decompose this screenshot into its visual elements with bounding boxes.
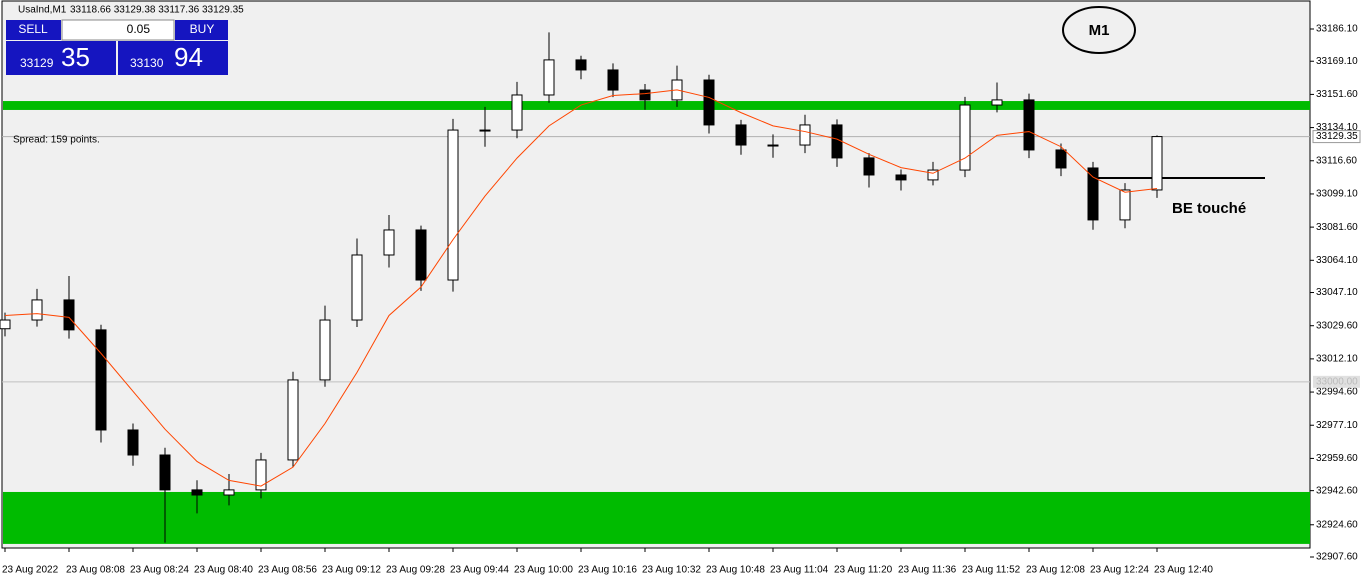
candle-body (127, 429, 139, 456)
candle-body (767, 144, 779, 147)
x-tick-label: 23 Aug 10:16 (578, 565, 637, 576)
y-tick-label: 32942.60 (1316, 485, 1358, 496)
sell-small: 35 (61, 42, 90, 72)
candle-body (607, 69, 619, 91)
y-tick-label: 32994.60 (1316, 387, 1358, 398)
candle-body (959, 104, 971, 171)
y-tick-label: 33064.10 (1316, 255, 1358, 266)
y-tick-label: 33134.10 (1316, 122, 1358, 133)
y-tick-label: 33151.60 (1316, 89, 1358, 100)
x-tick-label: 23 Aug 08:40 (194, 565, 253, 576)
badge-ellipse (1062, 6, 1136, 54)
candle-body (639, 89, 651, 101)
candle-body (479, 129, 491, 132)
x-tick-label: 23 Aug 09:28 (386, 565, 445, 576)
x-tick-label: 23 Aug 11:36 (898, 565, 957, 576)
candle-body (159, 454, 171, 491)
candle-body (511, 94, 523, 131)
candle-body (1023, 99, 1035, 151)
y-tick-label: 33081.60 (1316, 222, 1358, 233)
buy-button[interactable] (175, 20, 228, 40)
x-tick-label: 23 Aug 09:44 (450, 565, 509, 576)
buy-big: 33130 (130, 56, 164, 70)
candle-body (1151, 136, 1163, 191)
candle-body (863, 157, 875, 176)
sell-label: SELL (18, 22, 48, 36)
candle-body (895, 174, 907, 181)
plot-frame (1, 0, 1311, 549)
price-label: 33129.35 (1316, 131, 1358, 142)
candle-body (799, 124, 811, 146)
sell-big: 33129 (20, 56, 54, 70)
candle-body (1087, 167, 1099, 221)
candle-body (447, 129, 459, 281)
candle-body (927, 169, 939, 181)
candle-body (383, 229, 395, 256)
y-tick-label: 33047.10 (1316, 287, 1358, 298)
x-tick-label: 23 Aug 09:12 (322, 565, 381, 576)
x-tick-label: 23 Aug 08:24 (130, 565, 189, 576)
candle-body (1055, 149, 1067, 169)
level-label: 33000.00 (1316, 376, 1358, 387)
x-tick-label: 23 Aug 11:04 (770, 565, 829, 576)
price-label-box (1312, 130, 1361, 144)
buy-small: 94 (174, 42, 203, 72)
zone (3, 491, 1310, 544)
candle-body (703, 79, 715, 126)
x-tick-label: 23 Aug 10:32 (642, 565, 701, 576)
candle-body (319, 319, 331, 381)
y-tick-label: 32924.60 (1316, 519, 1358, 530)
sell-price-box[interactable] (6, 41, 116, 75)
buy-price-box[interactable] (118, 41, 228, 75)
candle-body (735, 124, 747, 146)
candle-body (0, 319, 11, 330)
y-tick-label: 32977.10 (1316, 420, 1358, 431)
ohlc: 33118.66 33129.38 33117.36 33129.35 (70, 5, 244, 16)
x-tick-label: 23 Aug 11:52 (962, 565, 1021, 576)
candle-body (543, 59, 555, 96)
symbol: UsaInd,M1 (18, 5, 67, 16)
timeframe-badge: M1 (1089, 22, 1110, 39)
x-tick-label: 23 Aug 12:24 (1090, 565, 1149, 576)
candle-body (831, 124, 843, 159)
moving-average (4, 89, 1158, 487)
x-tick-label: 23 Aug 10:48 (706, 565, 765, 576)
x-tick-label: 23 Aug 2022 (2, 565, 59, 576)
lot: 0.05 (127, 22, 151, 36)
x-tick-label: 23 Aug 12:08 (1026, 565, 1085, 576)
candle-body (1119, 189, 1131, 221)
sell-button[interactable] (6, 20, 61, 40)
candle-body (287, 379, 299, 461)
candle-body (95, 329, 107, 431)
lot-input[interactable] (61, 19, 175, 41)
candle-body (351, 254, 363, 321)
candle-body (991, 99, 1003, 106)
zone (3, 101, 1310, 110)
annotation: BE touché (1172, 200, 1246, 217)
candle-body (415, 229, 427, 281)
candle-body (31, 299, 43, 321)
level-label-box (1313, 375, 1360, 388)
x-tick-label: 23 Aug 08:08 (66, 565, 125, 576)
candle-body (191, 489, 203, 496)
buy-label: BUY (190, 22, 215, 36)
y-tick-label: 33169.10 (1316, 56, 1358, 67)
candle-body (223, 489, 235, 496)
y-tick-label: 33012.10 (1316, 354, 1358, 365)
y-tick-label: 33029.60 (1316, 320, 1358, 331)
x-tick-label: 23 Aug 12:40 (1154, 565, 1213, 576)
y-tick-label: 33099.10 (1316, 189, 1358, 200)
x-tick-label: 23 Aug 11:20 (834, 565, 893, 576)
spread: Spread: 159 points. (13, 135, 100, 146)
x-tick-label: 23 Aug 08:56 (258, 565, 317, 576)
y-tick-label: 33116.60 (1316, 155, 1357, 166)
y-tick-label: 32907.60 (1316, 552, 1358, 563)
y-tick-label: 32959.60 (1316, 453, 1358, 464)
candle-body (255, 459, 267, 491)
candle-body (575, 59, 587, 71)
candle-body (63, 299, 75, 331)
x-tick-label: 23 Aug 10:00 (514, 565, 573, 576)
y-tick-label: 33186.10 (1316, 24, 1358, 35)
